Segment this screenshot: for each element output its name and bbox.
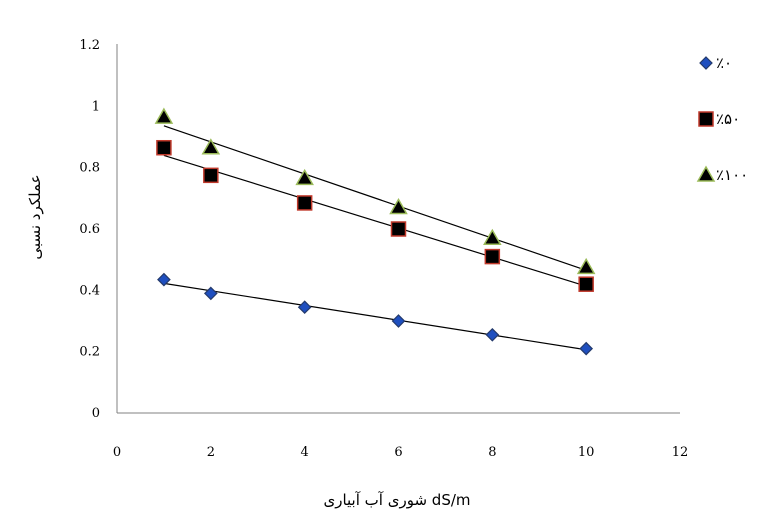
legend-marker-diamond [699, 56, 713, 70]
legend-label: ٪۱۰۰ [716, 166, 748, 184]
x-tick-label: 10 [578, 445, 595, 460]
data-point-diamond [579, 341, 594, 356]
legend-label: ٪۵۰ [716, 110, 740, 128]
y-axis-label: عملکرد نسبی [26, 174, 44, 259]
data-points [154, 107, 596, 356]
data-point-diamond [485, 327, 500, 342]
tick-labels: 0 2 4 6 8 10 12 0 0.2 0.4 0.6 0.8 1 1.2 [79, 38, 688, 460]
y-tick-label: 0.8 [79, 161, 100, 176]
data-point-square [484, 248, 501, 265]
x-tick-label: 6 [394, 445, 402, 460]
data-point-diamond [157, 272, 171, 287]
x-tick-label: 4 [301, 445, 309, 460]
data-point-square [156, 139, 172, 156]
legend: ٪۰ ٪۵۰ ٪۱۰۰ [696, 54, 748, 184]
data-point-diamond [391, 314, 406, 328]
x-tick-label: 8 [488, 445, 496, 460]
trendlines [163, 125, 587, 351]
data-point-triangle [576, 257, 596, 275]
legend-marker-square [698, 111, 714, 127]
trendline [163, 154, 587, 287]
x-axis-label: شوری آب آبیاری dS/m [323, 491, 470, 509]
data-point-triangle [483, 228, 502, 245]
data-point-square [390, 221, 407, 237]
data-point-triangle [389, 198, 408, 215]
y-tick-label: 0.4 [79, 283, 100, 298]
data-point-diamond [203, 286, 218, 301]
y-tick-label: 1 [92, 99, 100, 114]
data-point-square [296, 195, 313, 211]
legend-label: ٪۰ [716, 54, 732, 72]
legend-marker-triangle [696, 165, 716, 182]
data-point-square [203, 167, 219, 184]
data-point-triangle [201, 138, 221, 155]
chart-axes [116, 44, 680, 414]
x-tick-label: 2 [207, 445, 215, 460]
y-tick-label: 0 [92, 406, 100, 421]
data-point-diamond [297, 300, 312, 315]
x-tick-label: 12 [672, 445, 689, 460]
y-tick-label: 0.2 [79, 345, 100, 360]
data-point-triangle [154, 107, 174, 124]
y-tick-label: 0.6 [79, 222, 100, 237]
x-tick-label: 0 [113, 445, 121, 460]
trendline [163, 125, 587, 271]
data-point-square [578, 276, 594, 292]
data-point-triangle [295, 168, 314, 186]
y-tick-label: 1.2 [79, 38, 100, 53]
trendline [163, 282, 587, 351]
